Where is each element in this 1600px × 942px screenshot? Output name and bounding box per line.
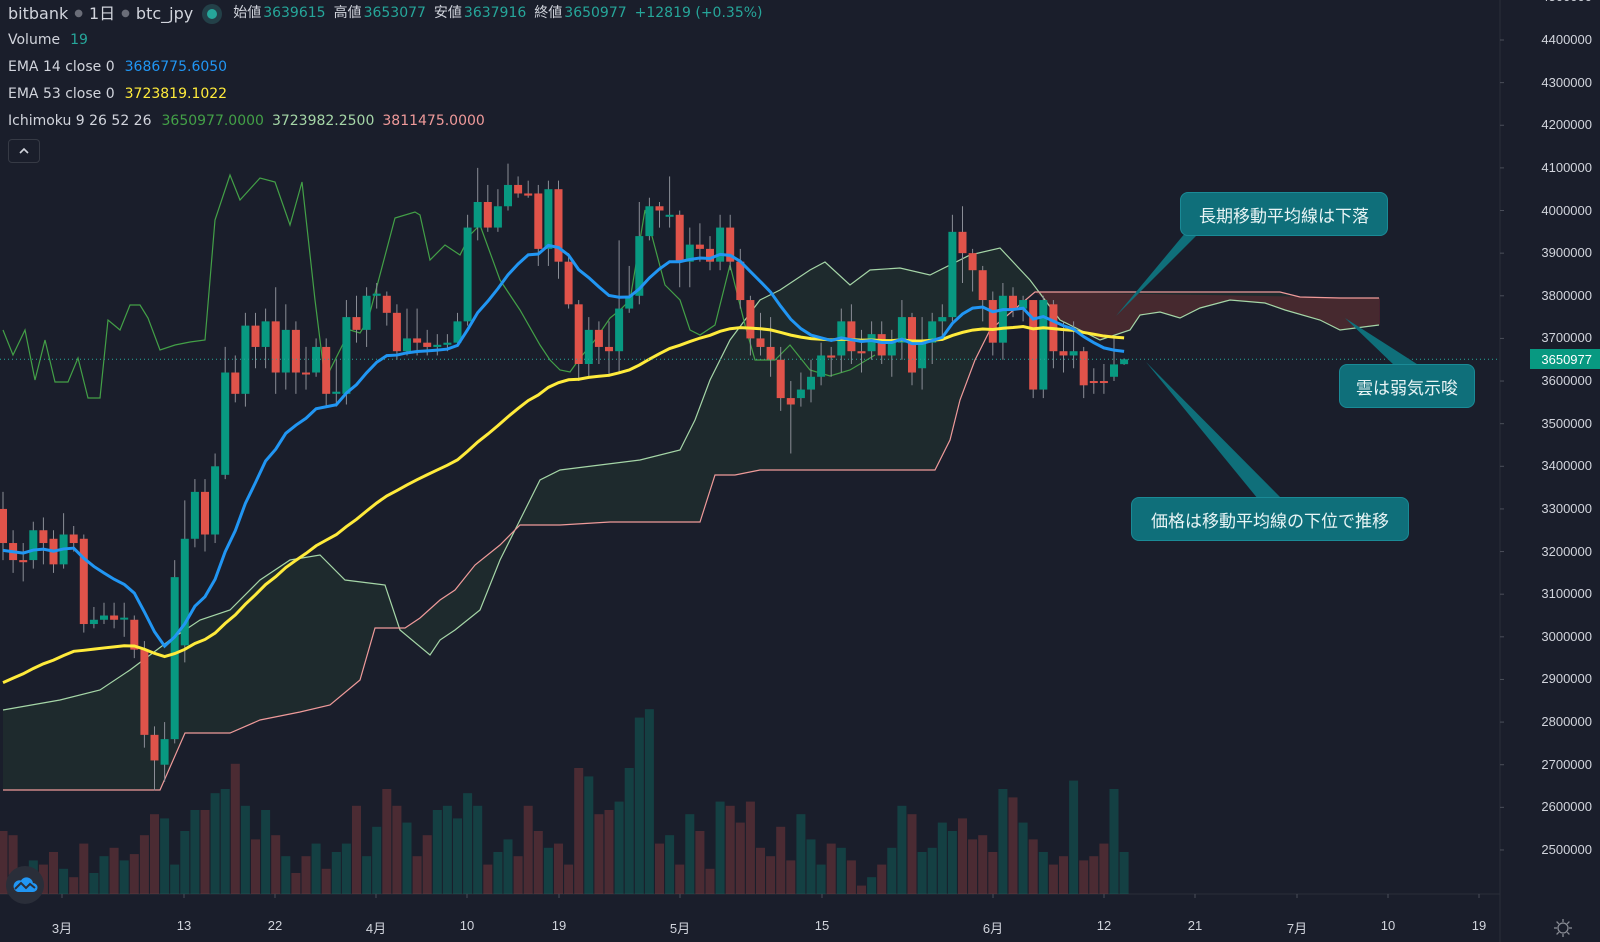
price-tick: 4400000 bbox=[1541, 32, 1592, 47]
indicator-value-kijun: 3723982.2500 bbox=[271, 113, 375, 129]
callout-pointer bbox=[1146, 362, 1282, 499]
price-tick: 2500000 bbox=[1541, 841, 1592, 857]
time-tick: 15 bbox=[814, 918, 830, 933]
current-price-tag: 3650977 bbox=[1530, 349, 1600, 370]
candlesticks bbox=[0, 163, 1129, 791]
chart-settings-button[interactable] bbox=[1553, 918, 1573, 942]
ichimoku-span-b bbox=[3, 291, 1379, 791]
time-tick: 13 bbox=[176, 918, 192, 933]
ichimoku-cloud bbox=[3, 248, 1379, 790]
price-tick: 4300000 bbox=[1541, 74, 1592, 90]
callout-pointer bbox=[1116, 232, 1200, 316]
price-change: +12819 (+0.35%) bbox=[634, 5, 763, 21]
ichimoku-cloud-bearish bbox=[1035, 292, 1380, 340]
price-tick: 4500000 bbox=[1541, 0, 1592, 4]
time-tick: 4月 bbox=[365, 921, 387, 936]
price-tick: 3400000 bbox=[1541, 458, 1592, 474]
price-tick: 3300000 bbox=[1541, 500, 1592, 516]
symbol-name[interactable]: btc_jpy bbox=[135, 4, 194, 23]
callout-pointer bbox=[1345, 318, 1420, 366]
gear-icon bbox=[1554, 919, 1572, 937]
time-tick: 5月 bbox=[669, 921, 691, 936]
indicator-ichimoku[interactable]: Ichimoku 9 26 52 26 3650977.0000 3723982… bbox=[8, 108, 771, 135]
ichimoku-chikou-span bbox=[2, 173, 876, 399]
price-tick: 2900000 bbox=[1541, 671, 1592, 687]
price-tick: 2700000 bbox=[1541, 756, 1592, 772]
symbol-header: bitbank ● 1日 ● btc_jpy 始値 3639615 高値 36530… bbox=[8, 0, 771, 27]
indicator-volume[interactable]: Volume 19 bbox=[8, 27, 771, 54]
indicator-value: 19 bbox=[70, 32, 88, 48]
indicator-name: Volume bbox=[8, 32, 61, 48]
ohlc-low-label: 安値 bbox=[433, 5, 462, 21]
volume-bars bbox=[0, 709, 1129, 894]
ohlc-open-label: 始値 bbox=[233, 5, 262, 21]
time-tick: 7月 bbox=[1286, 921, 1308, 936]
tradingview-logo-button[interactable] bbox=[6, 866, 44, 904]
chart-legend: bitbank ● 1日 ● btc_jpy 始値 3639615 高値 36530… bbox=[8, 0, 771, 163]
annotation-callout[interactable]: 価格は移動平均線の下位で推移 bbox=[1131, 497, 1409, 541]
price-tick: 4200000 bbox=[1541, 117, 1592, 133]
price-tick: 3700000 bbox=[1541, 330, 1592, 346]
time-tick: 19 bbox=[1471, 918, 1487, 933]
price-tick: 3100000 bbox=[1541, 586, 1592, 602]
ohlc-close-label: 終値 bbox=[534, 5, 563, 21]
indicator-value: 3686775.6050 bbox=[124, 59, 228, 75]
annotation-callout[interactable]: 雲は弱気示唆 bbox=[1339, 364, 1475, 408]
separator-dot: ● bbox=[121, 8, 130, 19]
exchange-name: bitbank bbox=[8, 4, 69, 23]
cloud-logo-icon bbox=[13, 877, 38, 892]
indicator-name: EMA 14 close 0 bbox=[8, 59, 115, 75]
indicator-name: EMA 53 close 0 bbox=[8, 86, 115, 102]
interval-label[interactable]: 1日 bbox=[88, 4, 116, 23]
time-tick: 12 bbox=[1096, 918, 1112, 933]
price-tick: 4000000 bbox=[1541, 202, 1592, 218]
separator-dot: ● bbox=[74, 8, 83, 19]
time-tick: 19 bbox=[551, 918, 567, 933]
market-status-icon bbox=[207, 8, 218, 19]
time-tick: 10 bbox=[1380, 918, 1396, 933]
indicator-ema53[interactable]: EMA 53 close 0 3723819.1022 bbox=[8, 81, 771, 108]
chevron-up-icon bbox=[19, 147, 29, 154]
price-tick: 3900000 bbox=[1541, 245, 1592, 261]
collapse-legend-button[interactable] bbox=[8, 139, 40, 163]
ohlc-open-value: 3639615 bbox=[263, 5, 326, 21]
price-tick: 2800000 bbox=[1541, 714, 1592, 730]
ichimoku-span-a bbox=[2, 247, 1380, 711]
time-tick: 3月 bbox=[51, 921, 73, 936]
ema14-line bbox=[2, 243, 1125, 649]
ohlc-high-label: 高値 bbox=[333, 5, 362, 21]
ohlc-close-value: 3650977 bbox=[564, 5, 627, 21]
price-tick: 3000000 bbox=[1541, 628, 1592, 644]
time-tick: 10 bbox=[459, 918, 475, 933]
time-tick: 22 bbox=[267, 918, 283, 933]
price-tick: 3200000 bbox=[1541, 543, 1592, 559]
ohlc-high-value: 3653077 bbox=[363, 5, 426, 21]
time-tick: 6月 bbox=[982, 921, 1004, 936]
indicator-value: 3723819.1022 bbox=[124, 86, 228, 102]
price-tick: 3500000 bbox=[1541, 415, 1592, 431]
price-tick: 2600000 bbox=[1541, 799, 1592, 815]
price-tick: 3600000 bbox=[1541, 373, 1592, 389]
ohlc-low-value: 3637916 bbox=[463, 5, 527, 21]
annotation-callout[interactable]: 長期移動平均線は下落 bbox=[1180, 192, 1388, 236]
price-tick: 4100000 bbox=[1541, 159, 1592, 175]
indicator-value-spanb: 3811475.0000 bbox=[382, 113, 485, 129]
indicator-ema14[interactable]: EMA 14 close 0 3686775.6050 bbox=[8, 54, 771, 81]
indicator-value-tenkan: 3650977.0000 bbox=[161, 113, 264, 129]
indicator-name: Ichimoku 9 26 52 26 bbox=[8, 113, 152, 129]
price-tick: 3800000 bbox=[1541, 287, 1592, 303]
time-tick: 21 bbox=[1187, 918, 1203, 933]
